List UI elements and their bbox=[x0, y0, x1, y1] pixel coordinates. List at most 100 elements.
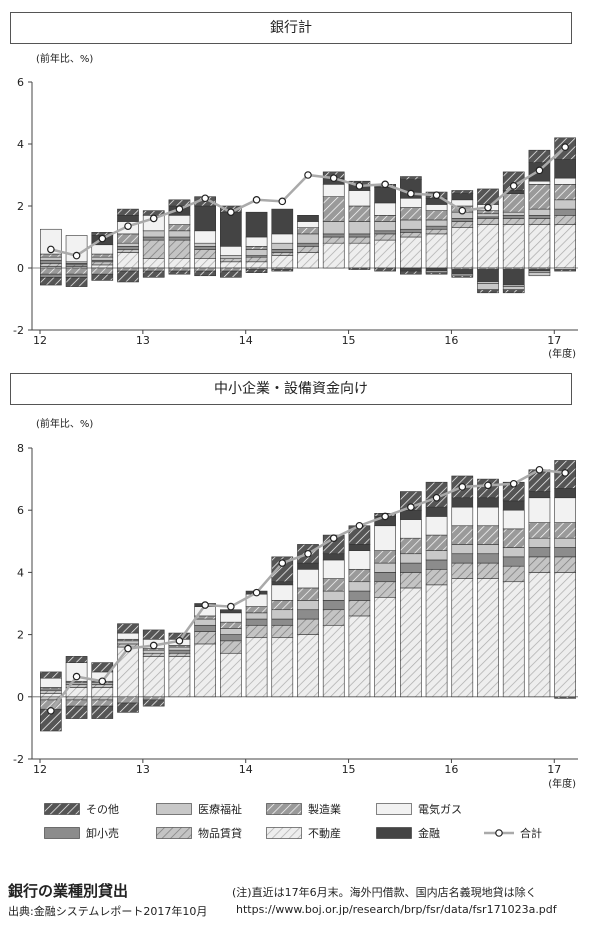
bar-segment-mfg bbox=[245, 246, 268, 250]
bar-segment-realestate bbox=[271, 637, 294, 698]
legend-item-total: 合計 bbox=[484, 826, 542, 840]
bar-segment-other bbox=[451, 275, 474, 278]
bar-segment-elec bbox=[477, 506, 499, 527]
bar-segment-medical bbox=[528, 537, 551, 548]
legend-label: 不動産 bbox=[308, 827, 341, 840]
bar-segment-other bbox=[554, 696, 576, 699]
bar-segment-medical bbox=[477, 213, 499, 218]
legend-swatch bbox=[376, 827, 412, 839]
total-point bbox=[149, 641, 158, 650]
bar-segment-wholesale bbox=[400, 562, 422, 573]
bar-segment-medical bbox=[142, 649, 165, 654]
bar-segment-finance bbox=[554, 488, 576, 499]
bar-segment-elec bbox=[374, 202, 396, 216]
bar-segment-finance bbox=[477, 497, 499, 508]
bar-segment-finance bbox=[271, 581, 294, 586]
bar-segment-leasing bbox=[348, 236, 371, 244]
bar-segment-realestate bbox=[91, 264, 114, 269]
bar-segment-elec bbox=[502, 509, 525, 530]
bar-segment-elec bbox=[245, 236, 268, 247]
bar-segment-mfg bbox=[40, 253, 62, 258]
bar-segment-wholesale bbox=[40, 273, 62, 278]
total-point bbox=[227, 208, 235, 217]
x-tick-label: 15 bbox=[342, 334, 356, 347]
total-point bbox=[175, 205, 184, 213]
bar-segment-finance bbox=[400, 509, 422, 520]
bar-segment-medical bbox=[91, 256, 114, 261]
total-point bbox=[407, 503, 415, 511]
bar-segment-finance bbox=[425, 506, 448, 517]
bar-segment-wholesale bbox=[117, 246, 139, 250]
bar-segment-medical bbox=[374, 562, 396, 573]
bar-segment-leasing bbox=[322, 609, 345, 626]
bar-segment-wholesale bbox=[168, 236, 191, 241]
x-axis-label: (年度) bbox=[548, 347, 576, 360]
bar-segment-other bbox=[400, 270, 422, 275]
bar-segment-other bbox=[117, 702, 139, 713]
bar-segment-wholesale bbox=[554, 547, 576, 558]
bar-segment-other bbox=[91, 705, 114, 719]
bar-segment-leasing bbox=[400, 232, 422, 238]
bar-segment-leasing bbox=[117, 249, 139, 253]
y-tick-label: 6 bbox=[17, 76, 24, 89]
legend-item-elec: 電気ガス bbox=[376, 802, 462, 816]
bar-segment-wholesale bbox=[194, 246, 216, 250]
legend-label: 卸小売 bbox=[86, 827, 119, 840]
bar-segment-mfg bbox=[554, 184, 576, 201]
bar-segment-medical bbox=[168, 646, 191, 651]
y-tick-label: 4 bbox=[17, 138, 24, 151]
bar-segment-elec bbox=[322, 559, 345, 579]
bar-segment-mfg bbox=[374, 215, 396, 222]
bar-segment-leasing bbox=[220, 258, 242, 263]
y-tick-label: 2 bbox=[17, 200, 24, 213]
bar-segment-wholesale bbox=[168, 649, 191, 654]
bar-segment-leasing bbox=[451, 221, 474, 228]
total-point bbox=[381, 180, 389, 189]
bar-segment-mfg bbox=[91, 699, 114, 707]
bar-segment-wholesale bbox=[528, 215, 551, 219]
total-point bbox=[509, 182, 518, 190]
bar-segment-realestate bbox=[374, 596, 396, 698]
bar-segment-wholesale bbox=[297, 609, 319, 620]
total-point bbox=[149, 214, 158, 223]
bar-segment-finance bbox=[194, 205, 216, 232]
total-point bbox=[355, 521, 364, 530]
bar-segment-leasing bbox=[220, 640, 242, 654]
bar-segment-wholesale bbox=[425, 559, 448, 570]
bar-segment-leasing bbox=[374, 581, 396, 598]
bar-segment-mfg bbox=[348, 205, 371, 222]
bar-segment-realestate bbox=[91, 687, 114, 698]
bar-segment-elec bbox=[220, 246, 242, 256]
bar-segment-realestate bbox=[117, 646, 139, 698]
y-tick-label: 4 bbox=[17, 566, 24, 579]
bar-segment-elec bbox=[425, 204, 448, 211]
bar-segment-mfg bbox=[271, 600, 294, 611]
bar-segment-elec bbox=[348, 550, 371, 570]
chart1-title: 銀行計 bbox=[10, 12, 572, 44]
legend-item-medical: 医療福祉 bbox=[156, 802, 242, 816]
bar-segment-elec bbox=[400, 197, 422, 208]
bar-segment-finance bbox=[451, 497, 474, 508]
bar-segment-finance bbox=[322, 553, 345, 561]
legend-swatch bbox=[484, 829, 514, 837]
bar-segment-leasing bbox=[168, 239, 191, 260]
bar-segment-mfg bbox=[65, 267, 88, 275]
bar-segment-leasing bbox=[194, 249, 216, 259]
bar-segment-realestate bbox=[40, 693, 62, 698]
bar-segment-leasing bbox=[271, 252, 294, 256]
total-point bbox=[227, 602, 235, 611]
bar-segment-mfg bbox=[425, 210, 448, 221]
footer-note: (注)直近は17年6月末。海外円借款、国内店名義現地貸は除く bbox=[232, 886, 537, 899]
bar-segment-finance bbox=[554, 159, 576, 179]
bar-segment-medical bbox=[425, 219, 448, 227]
bar-segment-realestate bbox=[425, 584, 448, 698]
bar-segment-realestate bbox=[194, 643, 216, 698]
bar-segment-leasing bbox=[245, 256, 268, 263]
bar-segment-realestate bbox=[400, 236, 422, 269]
bar-segment-mfg bbox=[322, 578, 345, 592]
bar-segment-wholesale bbox=[348, 590, 371, 601]
bar-segment-wholesale bbox=[477, 553, 499, 564]
bar-segment-realestate bbox=[142, 258, 165, 269]
bar-segment-leasing bbox=[477, 218, 499, 225]
total-point bbox=[355, 182, 364, 190]
